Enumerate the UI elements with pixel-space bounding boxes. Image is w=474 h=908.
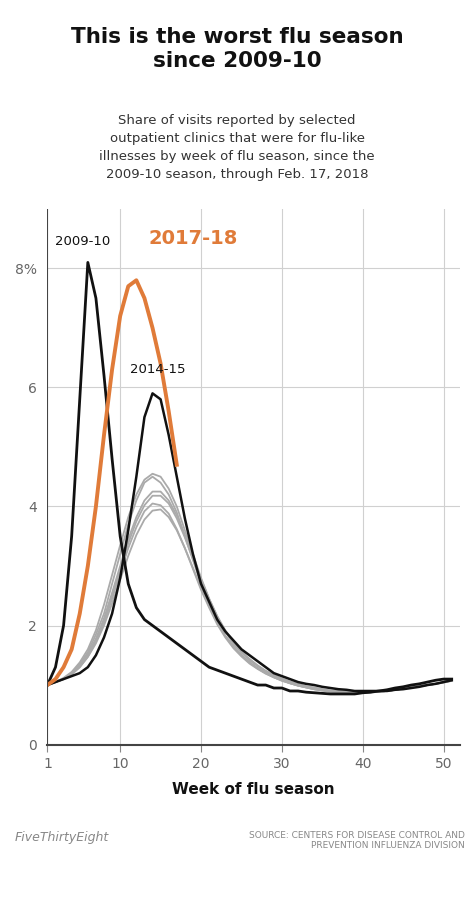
Text: This is the worst flu season
since 2009-10: This is the worst flu season since 2009-… [71,27,403,71]
X-axis label: Week of flu season: Week of flu season [172,782,335,797]
Text: 2009-10: 2009-10 [55,234,111,248]
Text: SOURCE: CENTERS FOR DISEASE CONTROL AND
PREVENTION INFLUENZA DIVISION: SOURCE: CENTERS FOR DISEASE CONTROL AND … [249,831,465,850]
Text: FiveThirtyEight: FiveThirtyEight [14,831,109,844]
Text: 2014-15: 2014-15 [130,362,185,376]
Text: Share of visits reported by selected
outpatient clinics that were for flu-like
i: Share of visits reported by selected out… [99,114,375,182]
Text: 2017-18: 2017-18 [148,229,238,248]
